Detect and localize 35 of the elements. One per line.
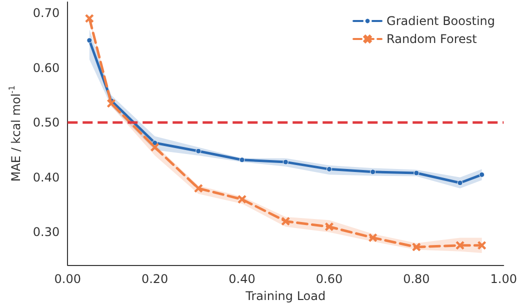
x-tick-label: 0.80 bbox=[403, 272, 430, 286]
point bbox=[478, 241, 486, 250]
point bbox=[239, 157, 245, 163]
point bbox=[85, 14, 94, 23]
point bbox=[326, 166, 332, 172]
point bbox=[238, 195, 246, 204]
x-tick-label: 0.60 bbox=[316, 272, 343, 286]
point bbox=[414, 170, 420, 176]
legend-label: Gradient Boosting bbox=[386, 14, 496, 28]
point bbox=[479, 172, 485, 178]
y-axis-title: MAE / kcal mol-1 bbox=[8, 85, 23, 182]
point bbox=[368, 233, 378, 242]
y-tick-label: 0.70 bbox=[32, 6, 60, 20]
point bbox=[456, 241, 464, 250]
x-tick-label: 0.00 bbox=[54, 272, 81, 286]
y-tick-label: 0.40 bbox=[32, 170, 60, 184]
x-tick-label: 0.40 bbox=[228, 272, 256, 286]
point bbox=[457, 180, 463, 186]
x-tick-label: 1.00 bbox=[490, 272, 517, 286]
point bbox=[106, 99, 116, 108]
point bbox=[150, 143, 160, 152]
point bbox=[412, 242, 421, 252]
legend-label: Random Forest bbox=[386, 32, 478, 46]
point bbox=[194, 184, 203, 193]
point bbox=[281, 217, 290, 226]
point bbox=[86, 38, 92, 44]
point bbox=[324, 222, 334, 231]
x-tick-label: 0.20 bbox=[141, 272, 168, 286]
y-tick-label: 0.30 bbox=[32, 225, 60, 240]
point bbox=[370, 169, 376, 175]
y-tick-label: 0.50 bbox=[32, 116, 60, 130]
point bbox=[282, 159, 288, 165]
y-tick-label: 0.60 bbox=[32, 60, 60, 75]
x-axis-title: Training Load bbox=[244, 289, 326, 303]
point bbox=[196, 148, 202, 154]
